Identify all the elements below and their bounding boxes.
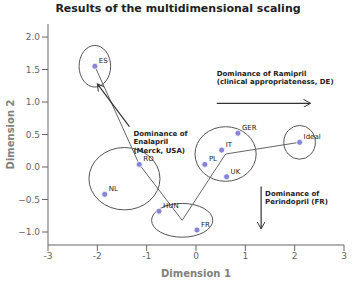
- svg-text:1.0: 1.0: [26, 97, 41, 107]
- svg-text:NL: NL: [109, 185, 118, 193]
- svg-text:0.5: 0.5: [26, 130, 40, 140]
- svg-text:3: 3: [341, 251, 347, 261]
- svg-text:-1: -1: [142, 251, 151, 261]
- svg-text:0.0: 0.0: [26, 162, 41, 172]
- svg-text:−0.5: −0.5: [18, 195, 40, 205]
- svg-text:Ideal: Ideal: [304, 133, 321, 141]
- svg-text:-2: -2: [93, 251, 102, 261]
- svg-text:ES: ES: [99, 57, 108, 65]
- svg-text:Dimension 1: Dimension 1: [161, 268, 231, 279]
- svg-text:Dominance of Ramipril(clinical: Dominance of Ramipril(clinical appropria…: [217, 70, 334, 87]
- svg-text:1.5: 1.5: [26, 65, 40, 75]
- svg-text:2: 2: [292, 251, 298, 261]
- svg-text:Dimension 2: Dimension 2: [8, 100, 16, 170]
- svg-text:FR: FR: [201, 221, 210, 229]
- svg-text:−1.0: −1.0: [18, 227, 40, 237]
- svg-text:Dominance ofPerindopril (FR): Dominance ofPerindopril (FR): [265, 190, 328, 207]
- svg-text:GER: GER: [242, 124, 257, 132]
- svg-text:-3: -3: [44, 251, 53, 261]
- svg-text:Dominance ofEnalapril(Merck, U: Dominance ofEnalapril(Merck, USA): [133, 130, 188, 155]
- svg-text:IT: IT: [226, 141, 233, 149]
- svg-text:PL: PL: [209, 155, 217, 163]
- svg-text:UK: UK: [231, 168, 241, 176]
- html-text:Results of the multidimensiona: Results of the multidimensional scaling: [55, 2, 301, 15]
- svg-text:1: 1: [242, 251, 248, 261]
- svg-text:HUN: HUN: [163, 202, 179, 210]
- svg-text:0: 0: [193, 251, 199, 261]
- svg-text:RO: RO: [143, 155, 154, 163]
- svg-text:2.0: 2.0: [26, 32, 41, 42]
